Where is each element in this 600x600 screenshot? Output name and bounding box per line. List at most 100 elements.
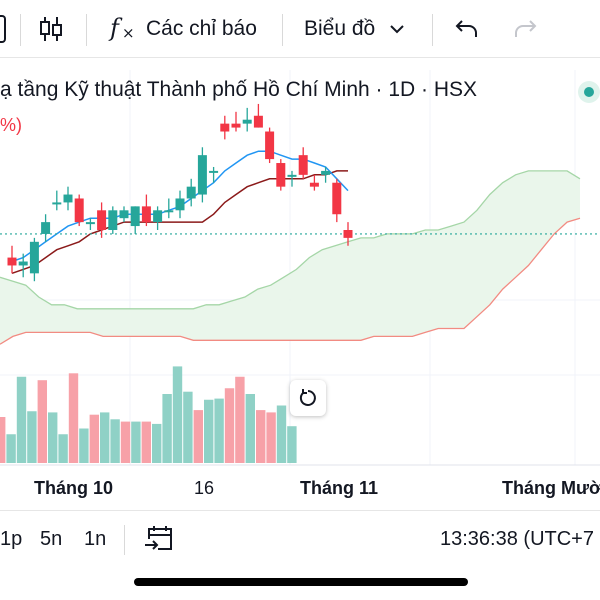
calendar-arrow-icon [144, 526, 172, 551]
volume-bar [235, 376, 245, 463]
price-change: %) [0, 115, 22, 135]
candle-body [242, 119, 252, 124]
cloud-lower-line [0, 217, 581, 345]
candle [130, 206, 140, 234]
candle [41, 214, 51, 242]
candles-chart-type-button[interactable] [36, 0, 66, 58]
undo-icon [455, 20, 477, 37]
undo-button[interactable] [454, 0, 480, 58]
candle-body [141, 206, 151, 223]
candle-body [197, 155, 207, 195]
cloud-upper-line [0, 170, 581, 310]
candle [186, 178, 196, 207]
candle [298, 147, 308, 179]
candle [164, 198, 174, 219]
xaxis-label-thang-muoi: Tháng Mười [502, 478, 600, 498]
volume-bar [58, 434, 68, 463]
candle-body [18, 261, 28, 266]
candle [74, 194, 84, 227]
volume-bar [131, 421, 141, 463]
candle-body [343, 230, 353, 238]
indicators-label: Các chỉ báo [146, 17, 257, 40]
redo-icon [515, 20, 537, 37]
chart-type-label: Biểu đồ [304, 17, 376, 40]
volume-bar [27, 411, 37, 463]
bottom-separator [124, 525, 125, 555]
candle-body [29, 241, 39, 274]
ma-slow-line [11, 170, 348, 275]
candle [52, 190, 62, 211]
candle-body [97, 210, 107, 230]
candle [321, 166, 331, 183]
interval-5n[interactable]: 5n [40, 527, 63, 550]
chevron-down-icon [390, 25, 404, 34]
candle-body [63, 194, 73, 203]
volume-bar [214, 398, 224, 463]
candle [231, 111, 241, 132]
toolbar-separator [282, 14, 283, 46]
candle [29, 237, 39, 282]
volume-bar [48, 412, 58, 463]
candle-body [265, 131, 275, 160]
candle-body [164, 210, 174, 213]
redo-button[interactable] [512, 0, 538, 58]
reset-chart-button[interactable] [290, 380, 326, 416]
interval-1p[interactable]: 1p [0, 527, 23, 550]
volume-bar [183, 391, 193, 463]
bottom-toolbar: 1p 5n 1n 13:36:38 (UTC+7 [0, 510, 600, 568]
candle-body [85, 222, 95, 225]
toolbar-separator [86, 14, 87, 46]
volume-bar [266, 412, 276, 463]
candle [343, 222, 353, 246]
volume-bar [79, 428, 89, 463]
volume-bar [6, 434, 16, 463]
candle [309, 174, 319, 191]
volume-bar [287, 426, 297, 463]
volume-bar [120, 421, 131, 463]
go-to-date-button[interactable] [144, 511, 174, 567]
volume-bar [245, 394, 255, 463]
volume-bar [0, 417, 6, 463]
candle [220, 115, 230, 140]
candle [7, 245, 17, 274]
toolbar-separator [432, 14, 433, 46]
volume-bar [100, 412, 110, 463]
candle [63, 186, 73, 211]
candle-body [231, 123, 241, 128]
market-status-indicator[interactable] [578, 81, 600, 103]
candle-body [52, 202, 62, 205]
candle [97, 202, 107, 238]
candle [209, 166, 219, 183]
interval-1n[interactable]: 1n [84, 527, 107, 550]
volume-bar [152, 423, 162, 463]
candle-body [119, 210, 129, 219]
candlesticks [7, 103, 353, 282]
candle-body [209, 170, 219, 173]
xaxis-label-16: 16 [194, 478, 215, 498]
candle [276, 159, 286, 191]
xaxis-label-thang-10: Tháng 10 [34, 478, 114, 498]
candle [253, 103, 263, 128]
volume-bar [162, 394, 172, 463]
chart-type-dropdown[interactable]: Biểu đồ [304, 0, 405, 58]
candle-body [41, 222, 51, 234]
toolbar-partial-button[interactable] [0, 0, 10, 58]
function-icon: f × [110, 14, 135, 42]
candle-body [309, 182, 319, 187]
candle-body [175, 198, 185, 211]
candle-body [7, 257, 17, 266]
ichimoku-cloud [0, 170, 580, 345]
volume-bar [89, 414, 99, 463]
volume-bar [172, 366, 183, 463]
symbol-title[interactable]: ạ tầng Kỹ thuật Thành phố Hồ Chí Minh · … [0, 78, 478, 101]
candle [141, 194, 151, 227]
candlestick-icon [40, 17, 62, 41]
volume-bar [256, 410, 266, 463]
volume-bar [193, 410, 203, 463]
candle [119, 206, 129, 223]
indicators-button[interactable]: f × Các chỉ báo [110, 0, 257, 58]
candle [18, 253, 28, 278]
clock-timezone[interactable]: 13:36:38 (UTC+7 [440, 527, 594, 550]
candle [332, 178, 342, 223]
